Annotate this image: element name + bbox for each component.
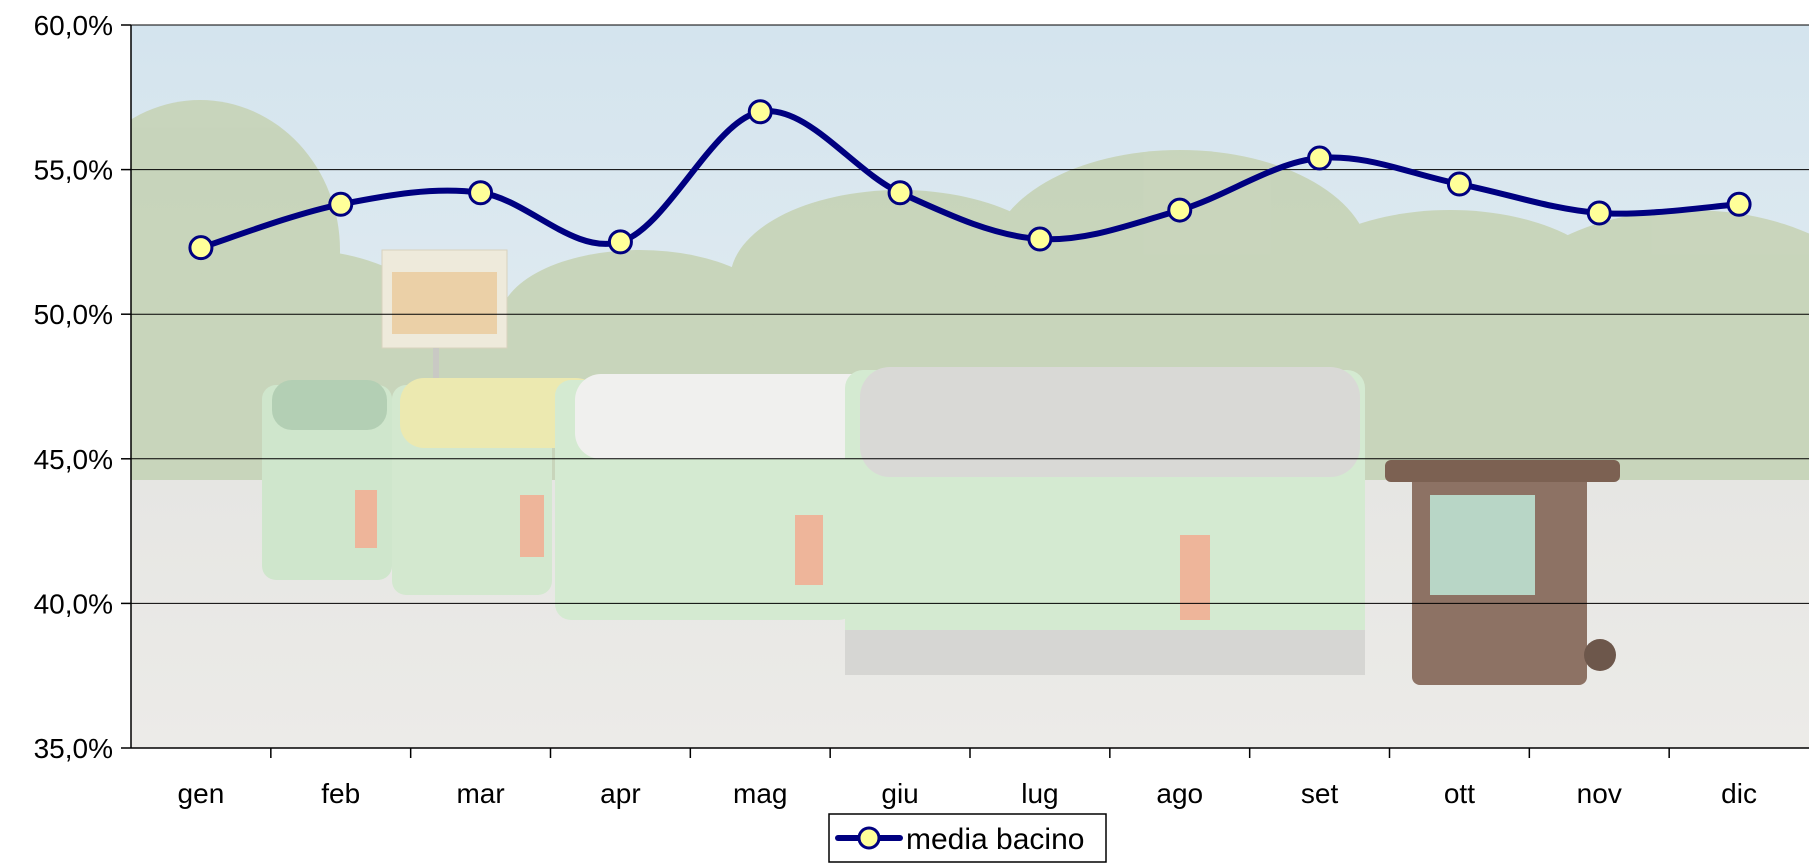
recycling-containers [262,367,1365,675]
y-tick-label: 50,0% [34,299,113,330]
sign-board [381,249,508,386]
data-point [1027,226,1053,252]
x-tick-label: nov [1577,778,1622,809]
y-tick-label: 55,0% [34,155,113,186]
data-point [1586,200,1612,226]
x-tick-label: feb [321,778,360,809]
y-tick-label: 40,0% [34,588,113,619]
x-tick-label: set [1301,778,1339,809]
data-point [1167,197,1193,223]
x-tick-label: mar [456,778,504,809]
axes [130,25,1809,758]
x-axis-tick-labels: gen feb mar apr mag giu lug ago set ott nov dic [178,778,1757,809]
x-tick-label: mag [733,778,787,809]
data-point [607,229,633,255]
x-tick-label: ago [1156,778,1203,809]
data-point [1726,191,1752,217]
y-tick-label: 35,0% [34,733,113,764]
data-point [1307,145,1333,171]
x-tick-label: dic [1721,778,1757,809]
grid-lines [121,24,1809,749]
x-tick-label: ott [1444,778,1475,809]
series-layer [188,99,1752,261]
background-photo [131,25,1809,748]
legend-label: media bacino [906,823,1084,856]
data-point [468,180,494,206]
x-tick-label: apr [600,778,640,809]
legend-marker-swatch [857,826,881,850]
y-tick-label: 60,0% [34,10,113,41]
data-point [747,99,773,125]
data-point [887,180,913,206]
x-tick-label: giu [881,778,918,809]
y-tick-label: 45,0% [34,444,113,475]
x-tick-label: lug [1021,778,1058,809]
data-point [1446,171,1472,197]
y-axis-tick-labels: 35,0% 40,0% 45,0% 50,0% 55,0% 60,0% [34,10,113,764]
x-tick-label: gen [178,778,225,809]
data-point [188,235,214,261]
brown-bin [1385,460,1620,685]
data-point [328,191,354,217]
legend: media bacino [828,813,1107,863]
